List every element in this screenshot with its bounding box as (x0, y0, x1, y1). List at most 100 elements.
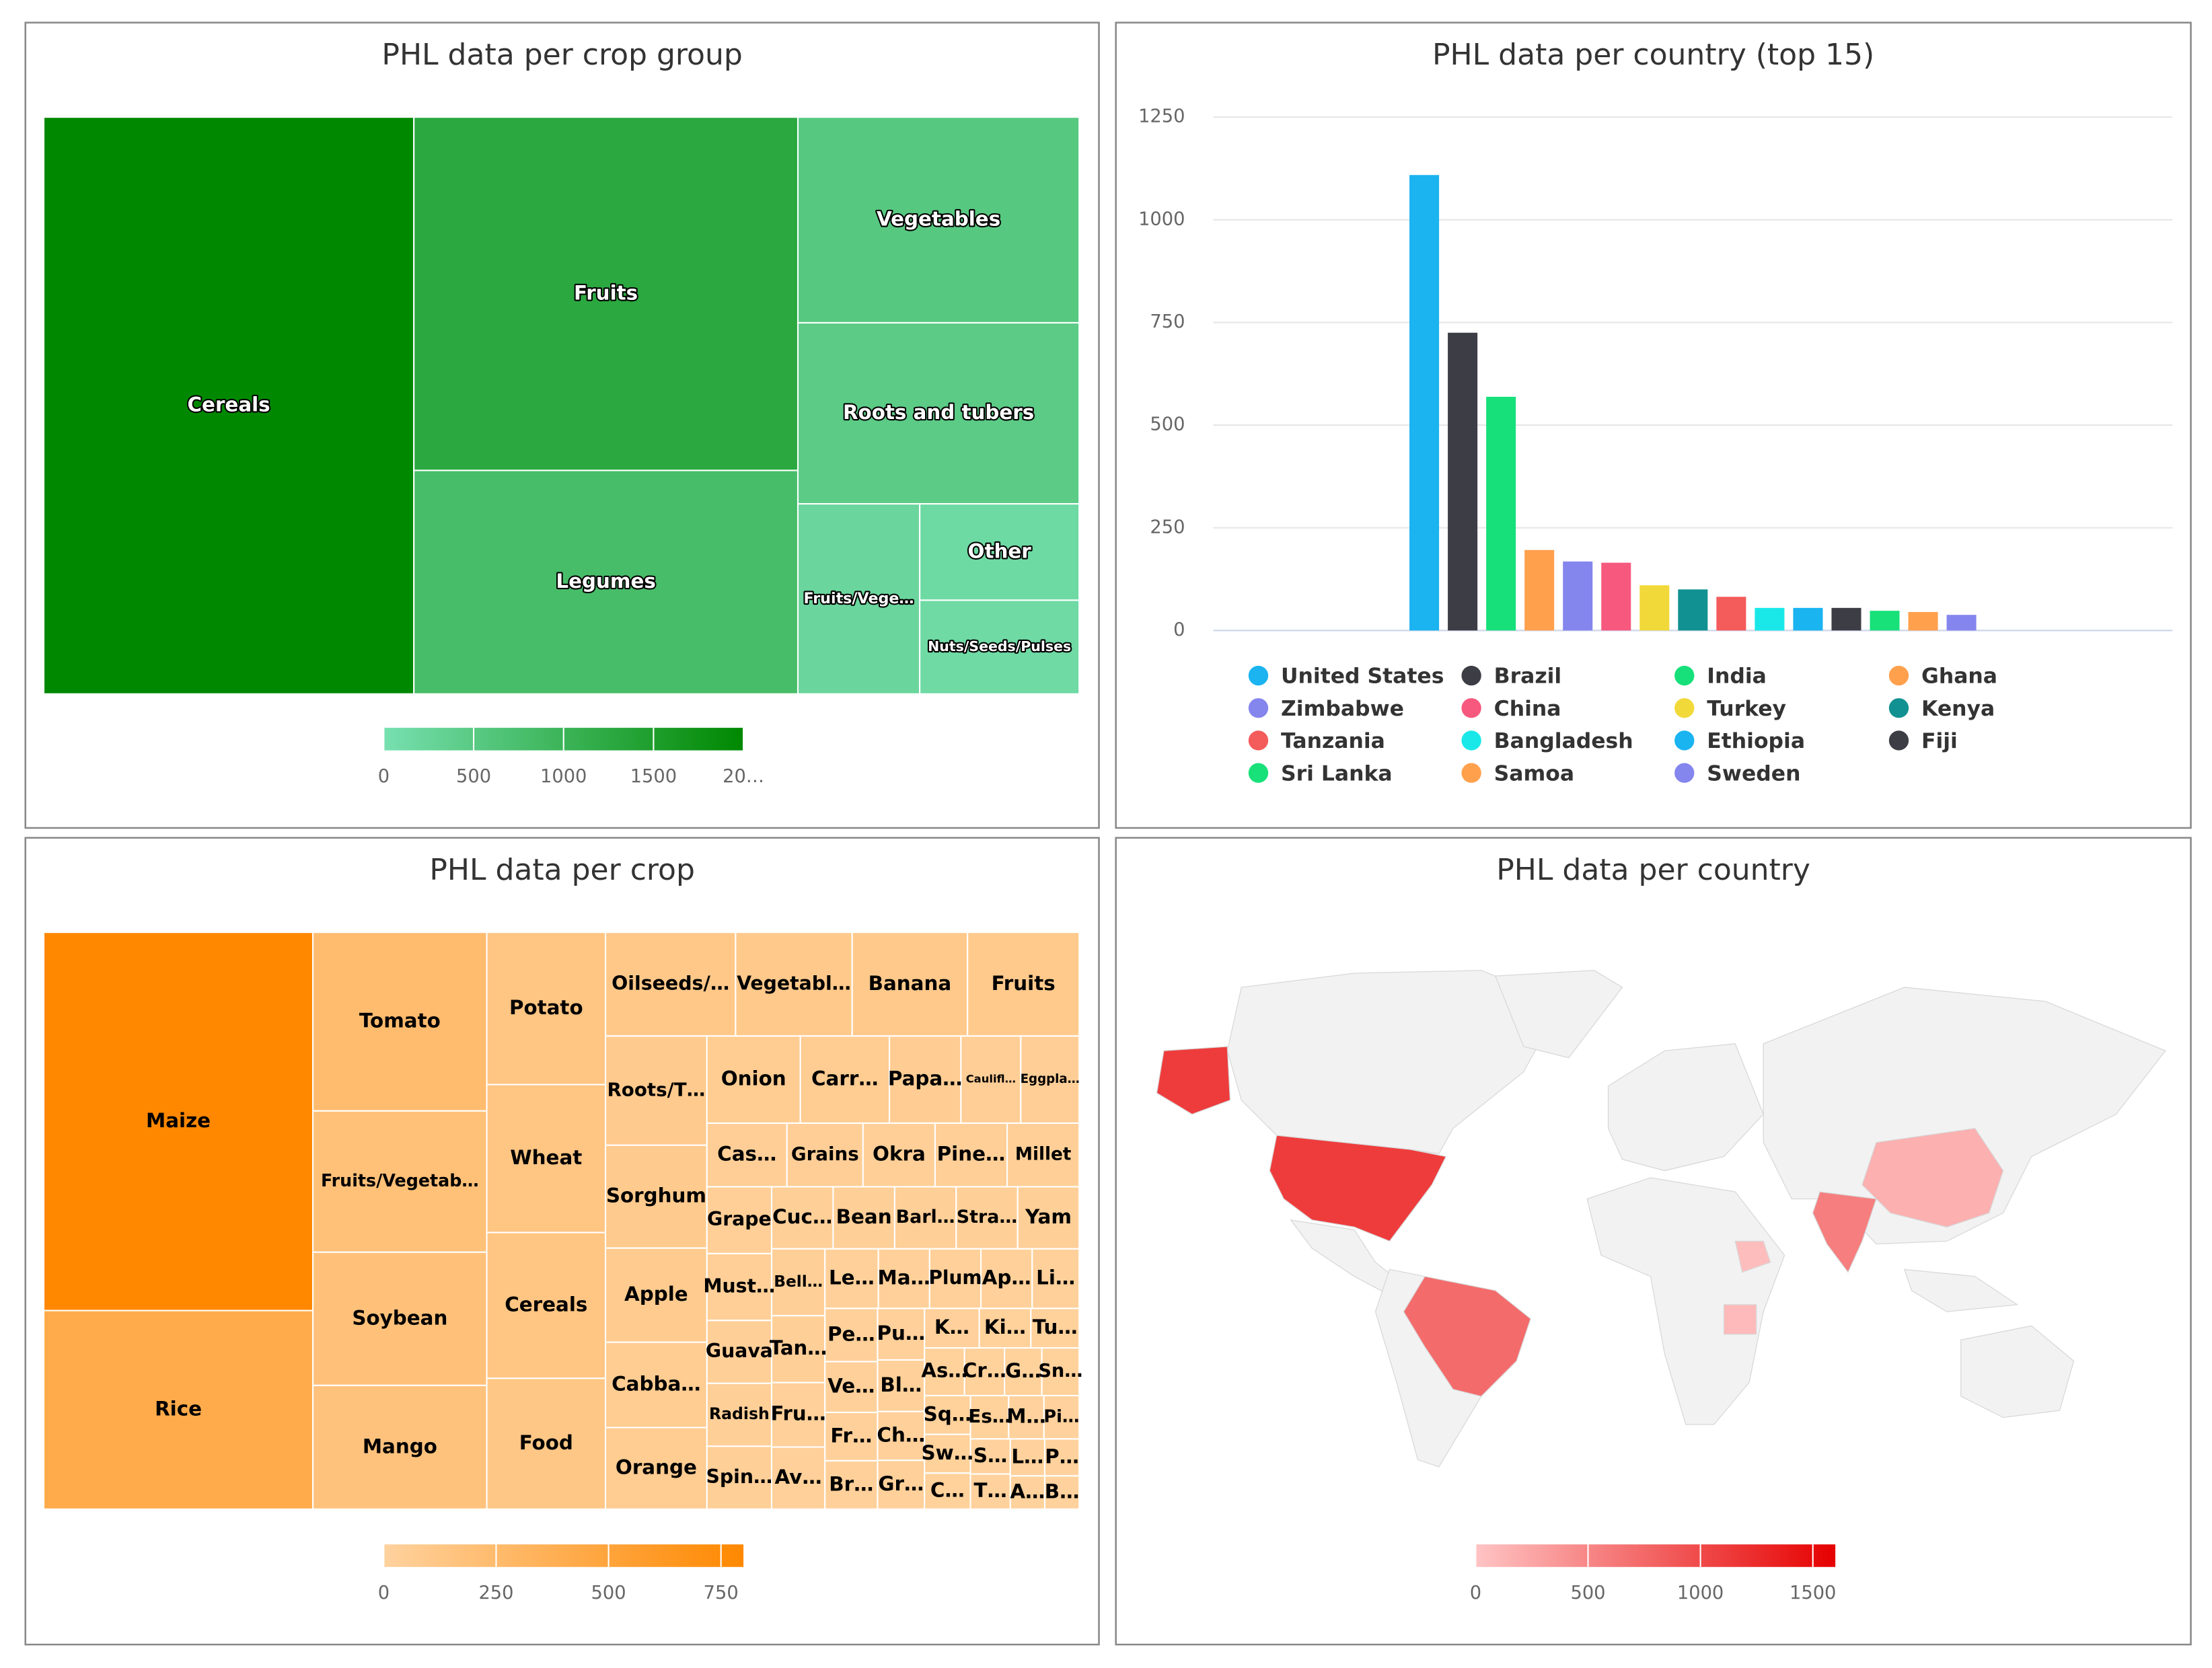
treemap-label: Legumes (556, 570, 655, 593)
bar (1908, 611, 1938, 631)
legend-label: Fiji (1921, 729, 1958, 753)
bar (1448, 332, 1478, 631)
treemap-label: Plum (928, 1266, 982, 1289)
treemap-label: As… (921, 1359, 967, 1382)
treemap-cell (42, 1310, 314, 1510)
legend-label: Brazil (1494, 665, 1562, 689)
treemap-cell (706, 1252, 773, 1322)
legend-label: Samoa (1494, 761, 1574, 786)
treemap-cell (604, 1427, 708, 1510)
treemap-cell (824, 1411, 879, 1462)
colorbar-tick-label: 1500 (1790, 1583, 1836, 1603)
legend-marker (1888, 665, 1909, 686)
treemap-label: Maize (146, 1109, 211, 1132)
bar (1831, 607, 1861, 631)
treemap-cell (770, 1446, 826, 1510)
treemap-label: Sorghum (606, 1184, 706, 1207)
treemap-label: Sq… (924, 1402, 971, 1425)
treemap-cell (919, 599, 1080, 695)
treemap-cell (413, 469, 799, 695)
treemap-cell (832, 1186, 895, 1250)
treemap-label: Roots/T… (607, 1079, 705, 1101)
treemap-label: S… (973, 1444, 1007, 1467)
colorbar-tick-label: 0 (378, 1583, 390, 1603)
treemap-cell (312, 932, 488, 1112)
treemap-cell (924, 1347, 965, 1397)
legend-marker (1248, 730, 1269, 751)
treemap-label: Stra… (957, 1207, 1017, 1227)
treemap-label: Nuts/Seeds/Pulses (928, 638, 1071, 654)
treemap-cell (877, 1410, 926, 1462)
treemap-label: Millet (1015, 1145, 1071, 1165)
treemap-cell (877, 1307, 926, 1361)
treemap-cell (486, 1231, 607, 1379)
treemap-label: Tu… (1033, 1316, 1078, 1338)
treemap-label: Pe… (827, 1322, 875, 1345)
bar (1486, 396, 1516, 631)
treemap-label: Bl… (880, 1373, 922, 1396)
treemap-cell (42, 932, 314, 1312)
treemap-label: Onion (721, 1067, 786, 1090)
bar (1946, 615, 1977, 631)
colorbar (1475, 1544, 1836, 1567)
treemap-label: Spin… (706, 1466, 772, 1488)
treemap-label: Rice (155, 1398, 202, 1420)
treemap-label: Orange (616, 1456, 697, 1479)
treemap-label: G… (1005, 1359, 1041, 1382)
treemap-label: Fru… (771, 1402, 826, 1425)
legend-marker (1461, 665, 1481, 686)
colorbar-tick-label: 750 (704, 1583, 739, 1603)
y-tick-label: 1250 (1138, 106, 1185, 127)
treemap-label: T… (973, 1479, 1006, 1502)
treemap-cell (770, 1186, 834, 1250)
treemap-label: Tan… (770, 1336, 827, 1359)
panel (24, 22, 1100, 829)
treemap-cell (706, 1186, 773, 1254)
treemap-cell (706, 1445, 773, 1510)
treemap-label: Fruits/Vegetab… (321, 1170, 479, 1190)
treemap-label: Ve… (827, 1375, 875, 1398)
map-country (1156, 1046, 1231, 1115)
legend-label: Zimbabwe (1281, 697, 1404, 721)
treemap-label: Cereals (505, 1293, 587, 1316)
legend-label: China (1494, 697, 1561, 721)
chart-title: PHL data per country (1496, 853, 1810, 887)
map-country (1723, 1304, 1757, 1335)
legend-label: Sweden (1707, 761, 1800, 786)
treemap-cell (42, 116, 415, 695)
treemap-cell (770, 1381, 826, 1448)
treemap-label: K… (934, 1316, 969, 1338)
treemap-label: Eggpla… (1021, 1072, 1080, 1086)
treemap-label: Apple (624, 1283, 688, 1305)
treemap-label: M… (1006, 1405, 1046, 1428)
treemap-label: Guava (706, 1340, 773, 1362)
treemap-cell (797, 503, 921, 695)
chart-title: PHL data per country (top 15) (1432, 38, 1874, 72)
treemap-label: Ki… (984, 1316, 1026, 1338)
y-tick-label: 750 (1150, 311, 1185, 332)
colorbar-tick-label: 20… (723, 766, 764, 787)
treemap-label: Gr… (878, 1472, 924, 1495)
treemap-label: Av… (775, 1466, 822, 1488)
treemap-label: P… (1045, 1445, 1079, 1468)
treemap-label: Potato (509, 996, 583, 1019)
treemap-label: Pi… (1043, 1407, 1079, 1427)
colorbar-tick-label: 1500 (630, 766, 677, 787)
treemap-label: Ma… (878, 1266, 930, 1289)
treemap-cell (413, 116, 799, 471)
colorbar-tick-label: 1000 (540, 766, 587, 787)
y-tick-label: 500 (1150, 414, 1185, 435)
land (1903, 1268, 2019, 1312)
legend-label: Ghana (1921, 665, 1997, 689)
colorbar-tick-label: 500 (456, 766, 491, 787)
legend-label: Tanzania (1281, 729, 1385, 753)
treemap-label: Bean (836, 1205, 892, 1228)
bar (1716, 597, 1746, 631)
legend-marker (1674, 665, 1695, 686)
land (1586, 1177, 1785, 1425)
treemap-label: Mango (363, 1435, 437, 1457)
treemap-cell (1043, 1475, 1080, 1510)
treemap-label: Cereals (188, 393, 270, 416)
